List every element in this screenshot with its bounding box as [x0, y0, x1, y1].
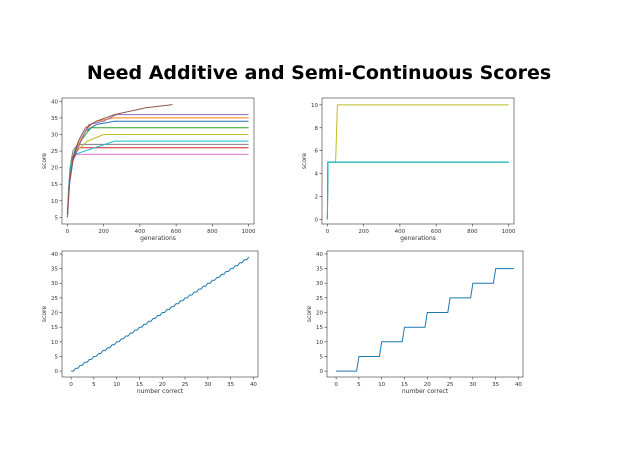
y-tick-label: 30 [51, 132, 58, 138]
y-tick-label: 15 [316, 325, 323, 331]
x-tick-label: 200 [98, 229, 109, 235]
x-tick-label: 35 [227, 382, 234, 388]
y-tick-label: 8 [315, 126, 319, 132]
y-tick-label: 40 [316, 252, 323, 258]
series-line-1 [71, 256, 250, 372]
y-tick-label: 0 [55, 369, 59, 375]
chart-generations-binary-scores: 0 200 400 600 800 1000 0 2 4 6 8 10 generations score [301, 97, 516, 242]
x-tick-label: 10 [113, 382, 120, 388]
series-line-4 [66, 140, 249, 215]
y-tick-label: 40 [51, 99, 58, 105]
series-line-4 [326, 161, 509, 220]
y-tick-label: 10 [51, 340, 58, 346]
y-tick-label: 15 [51, 182, 58, 188]
y-tick-label: 0 [315, 217, 319, 223]
x-tick-label: 800 [207, 229, 218, 235]
x-axis-label: generations [140, 235, 176, 242]
y-tick-label: 5 [55, 215, 59, 221]
y-tick-label: 10 [311, 103, 318, 109]
x-tick-label: 200 [358, 229, 369, 235]
y-axis-label: score [301, 153, 308, 169]
y-tick-label: 40 [51, 252, 58, 258]
chart-additive-score: 0 5 10 15 20 25 30 35 40 0 5 10 15 20 25 30 35 40 number c… [41, 250, 259, 395]
x-tick-label: 400 [395, 229, 406, 235]
y-tick-label: 30 [316, 281, 323, 287]
x-tick-label: 25 [447, 382, 454, 388]
series-line-7 [66, 120, 249, 218]
series-line-3 [66, 143, 249, 218]
series-line-5 [66, 134, 249, 218]
x-axis-label: number correct [402, 388, 449, 395]
series-line-3 [326, 161, 509, 220]
y-tick-label: 5 [55, 354, 59, 360]
y-tick-label: 35 [51, 267, 58, 273]
slide-title: Need Additive and Semi-Continuous Scores [86, 62, 552, 84]
series-line-8 [66, 117, 249, 215]
x-tick-label: 600 [171, 229, 182, 235]
y-tick-label: 0 [320, 369, 324, 375]
x-tick-label: 40 [250, 382, 257, 388]
x-tick-label: 0 [334, 382, 338, 388]
x-tick-label: 800 [467, 229, 478, 235]
series-line-2 [326, 161, 509, 220]
x-axis-label: generations [400, 235, 436, 242]
y-tick-label: 15 [51, 325, 58, 331]
y-tick-label: 25 [51, 149, 58, 155]
y-tick-label: 25 [316, 296, 323, 302]
x-tick-label: 30 [469, 382, 476, 388]
x-tick-label: 25 [182, 382, 189, 388]
series-line-1 [336, 268, 514, 372]
chart-generations-multi-run: 0 200 400 600 800 1000 5 10 15 20 25 30 35 40 generati… [41, 97, 256, 242]
series-line-1 [66, 153, 249, 218]
y-axis-label: score [306, 306, 313, 322]
x-tick-label: 1000 [242, 229, 256, 235]
x-tick-label: 15 [136, 382, 143, 388]
x-tick-label: 600 [431, 229, 442, 235]
y-tick-label: 25 [51, 296, 58, 302]
y-tick-label: 20 [51, 311, 58, 317]
x-tick-label: 30 [204, 382, 211, 388]
y-tick-label: 4 [315, 172, 319, 178]
x-tick-label: 20 [159, 382, 166, 388]
x-tick-label: 400 [135, 229, 146, 235]
plot-frame [326, 250, 524, 378]
x-tick-label: 20 [424, 382, 431, 388]
plot-frame [61, 250, 259, 378]
plot-frame [321, 97, 515, 225]
x-tick-label: 35 [492, 382, 499, 388]
y-tick-label: 5 [320, 354, 324, 360]
y-axis-label: score [41, 306, 48, 322]
x-tick-label: 0 [66, 229, 70, 235]
y-tick-label: 20 [51, 166, 58, 172]
x-tick-label: 15 [401, 382, 408, 388]
chart-semi-continuous-score: 0 5 10 15 20 25 30 35 40 0 5 10 15 20 25 30 35 40 number c… [306, 250, 524, 395]
x-tick-label: 10 [378, 382, 385, 388]
x-tick-label: 0 [326, 229, 330, 235]
series-line-9 [66, 114, 249, 218]
y-tick-label: 35 [51, 116, 58, 122]
x-tick-label: 1000 [502, 229, 516, 235]
y-tick-label: 10 [316, 340, 323, 346]
y-tick-label: 30 [51, 281, 58, 287]
x-tick-label: 5 [357, 382, 361, 388]
plot-frame [61, 97, 255, 225]
series-line-2 [66, 147, 249, 215]
y-tick-label: 10 [51, 199, 58, 205]
x-tick-label: 0 [69, 382, 73, 388]
x-tick-label: 40 [515, 382, 522, 388]
series-line-10 [66, 104, 173, 215]
y-axis-label: score [41, 153, 48, 169]
x-tick-label: 5 [92, 382, 96, 388]
y-tick-label: 6 [315, 149, 319, 155]
y-tick-label: 35 [316, 267, 323, 273]
x-axis-label: number correct [137, 388, 184, 395]
y-tick-label: 20 [316, 311, 323, 317]
y-tick-label: 2 [315, 195, 319, 201]
